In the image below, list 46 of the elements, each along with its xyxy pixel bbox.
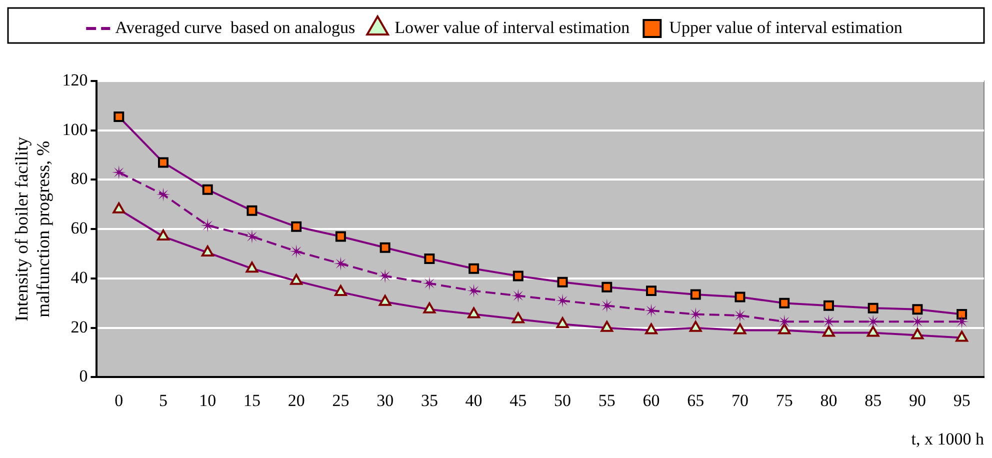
y-tick-label: 80 (70, 169, 88, 188)
point (244, 230, 259, 244)
x-tick-label: 45 (510, 390, 527, 410)
x-tick-label: 20 (288, 390, 305, 410)
point (777, 314, 792, 329)
y-tick-label: 20 (70, 317, 88, 336)
x-tick-label: 0 (114, 390, 124, 410)
point (732, 308, 747, 322)
x-tick-label: 40 (465, 390, 482, 410)
point (556, 294, 570, 308)
x-tick-label: 80 (820, 390, 838, 410)
point (156, 188, 170, 202)
legend-label: Lower value of interval estimation (394, 18, 630, 37)
point (112, 165, 126, 180)
x-tick-label: 55 (598, 390, 616, 410)
x-tick-label: 10 (199, 390, 216, 410)
point (289, 244, 304, 258)
point (466, 284, 481, 298)
legend-label: Averaged curve based on analogus (115, 18, 356, 37)
x-tick-label: 70 (731, 390, 748, 410)
x-tick-label: 50 (554, 390, 572, 410)
x-tick-label: 5 (158, 390, 168, 410)
y-tick-label: 60 (70, 218, 88, 238)
point (644, 304, 658, 318)
x-tick-label: 95 (953, 390, 970, 410)
y-tick-label: 120 (62, 70, 88, 90)
y-tick-label: 40 (70, 268, 88, 287)
x-tick-label: 65 (687, 390, 704, 410)
x-tick-label: 30 (376, 390, 394, 410)
point (600, 298, 614, 313)
y-axis-title: Intensity of boiler facility malfunction progress, % (12, 136, 54, 322)
x-tick-label: 90 (908, 390, 926, 410)
x-tick-label: 85 (864, 390, 882, 410)
y-tick-label: 100 (62, 120, 88, 139)
x-tick-label: 35 (420, 390, 438, 410)
point (200, 218, 215, 232)
x-tick-label: 60 (642, 390, 660, 410)
point (334, 256, 348, 271)
point (422, 276, 436, 290)
x-tick-label: 25 (332, 390, 350, 410)
y-tick-label: 0 (79, 366, 88, 386)
x-axis-title: t, x 1000 h (911, 429, 984, 448)
legend-label: Upper value of interval estimation (669, 18, 903, 37)
x-tick-label: 15 (243, 390, 260, 410)
x-tick-label: 75 (776, 390, 793, 410)
point (378, 269, 392, 283)
